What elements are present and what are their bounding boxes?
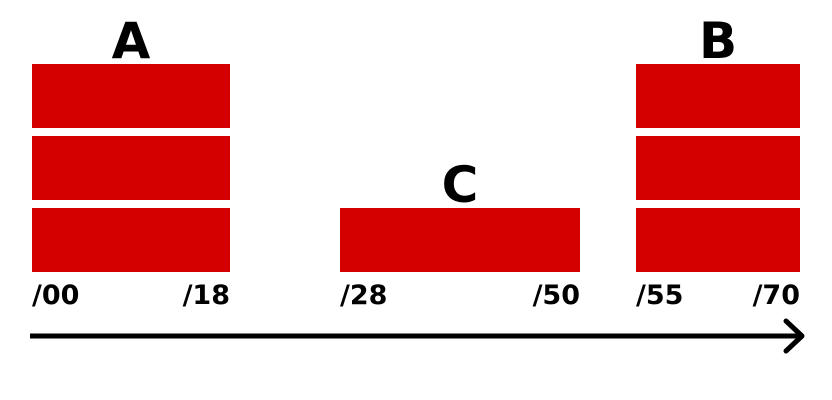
timeline-arrowhead [783, 318, 805, 354]
block-b-1 [636, 208, 800, 272]
tick-label-18: /18 [183, 280, 230, 311]
group-label-b: B [699, 12, 737, 70]
block-c-1 [340, 208, 580, 272]
block-a-1 [32, 208, 230, 272]
blocks-layer [32, 64, 800, 272]
block-b-2 [636, 136, 800, 200]
group-label-a: A [112, 12, 151, 70]
tick-label-28: /28 [340, 280, 387, 311]
group-label-c: C [442, 156, 479, 214]
tick-label-70: /70 [753, 280, 800, 311]
tick-label-50: /50 [533, 280, 580, 311]
tick-label-0: /00 [32, 280, 79, 311]
tick-labels-layer: /00/18/28/50/55/70 [32, 280, 800, 311]
block-b-3 [636, 64, 800, 128]
group-labels-layer: A C B [112, 12, 737, 214]
timeline-axis [30, 318, 805, 354]
block-a-2 [32, 136, 230, 200]
tick-label-55: /55 [636, 280, 683, 311]
block-a-3 [32, 64, 230, 128]
